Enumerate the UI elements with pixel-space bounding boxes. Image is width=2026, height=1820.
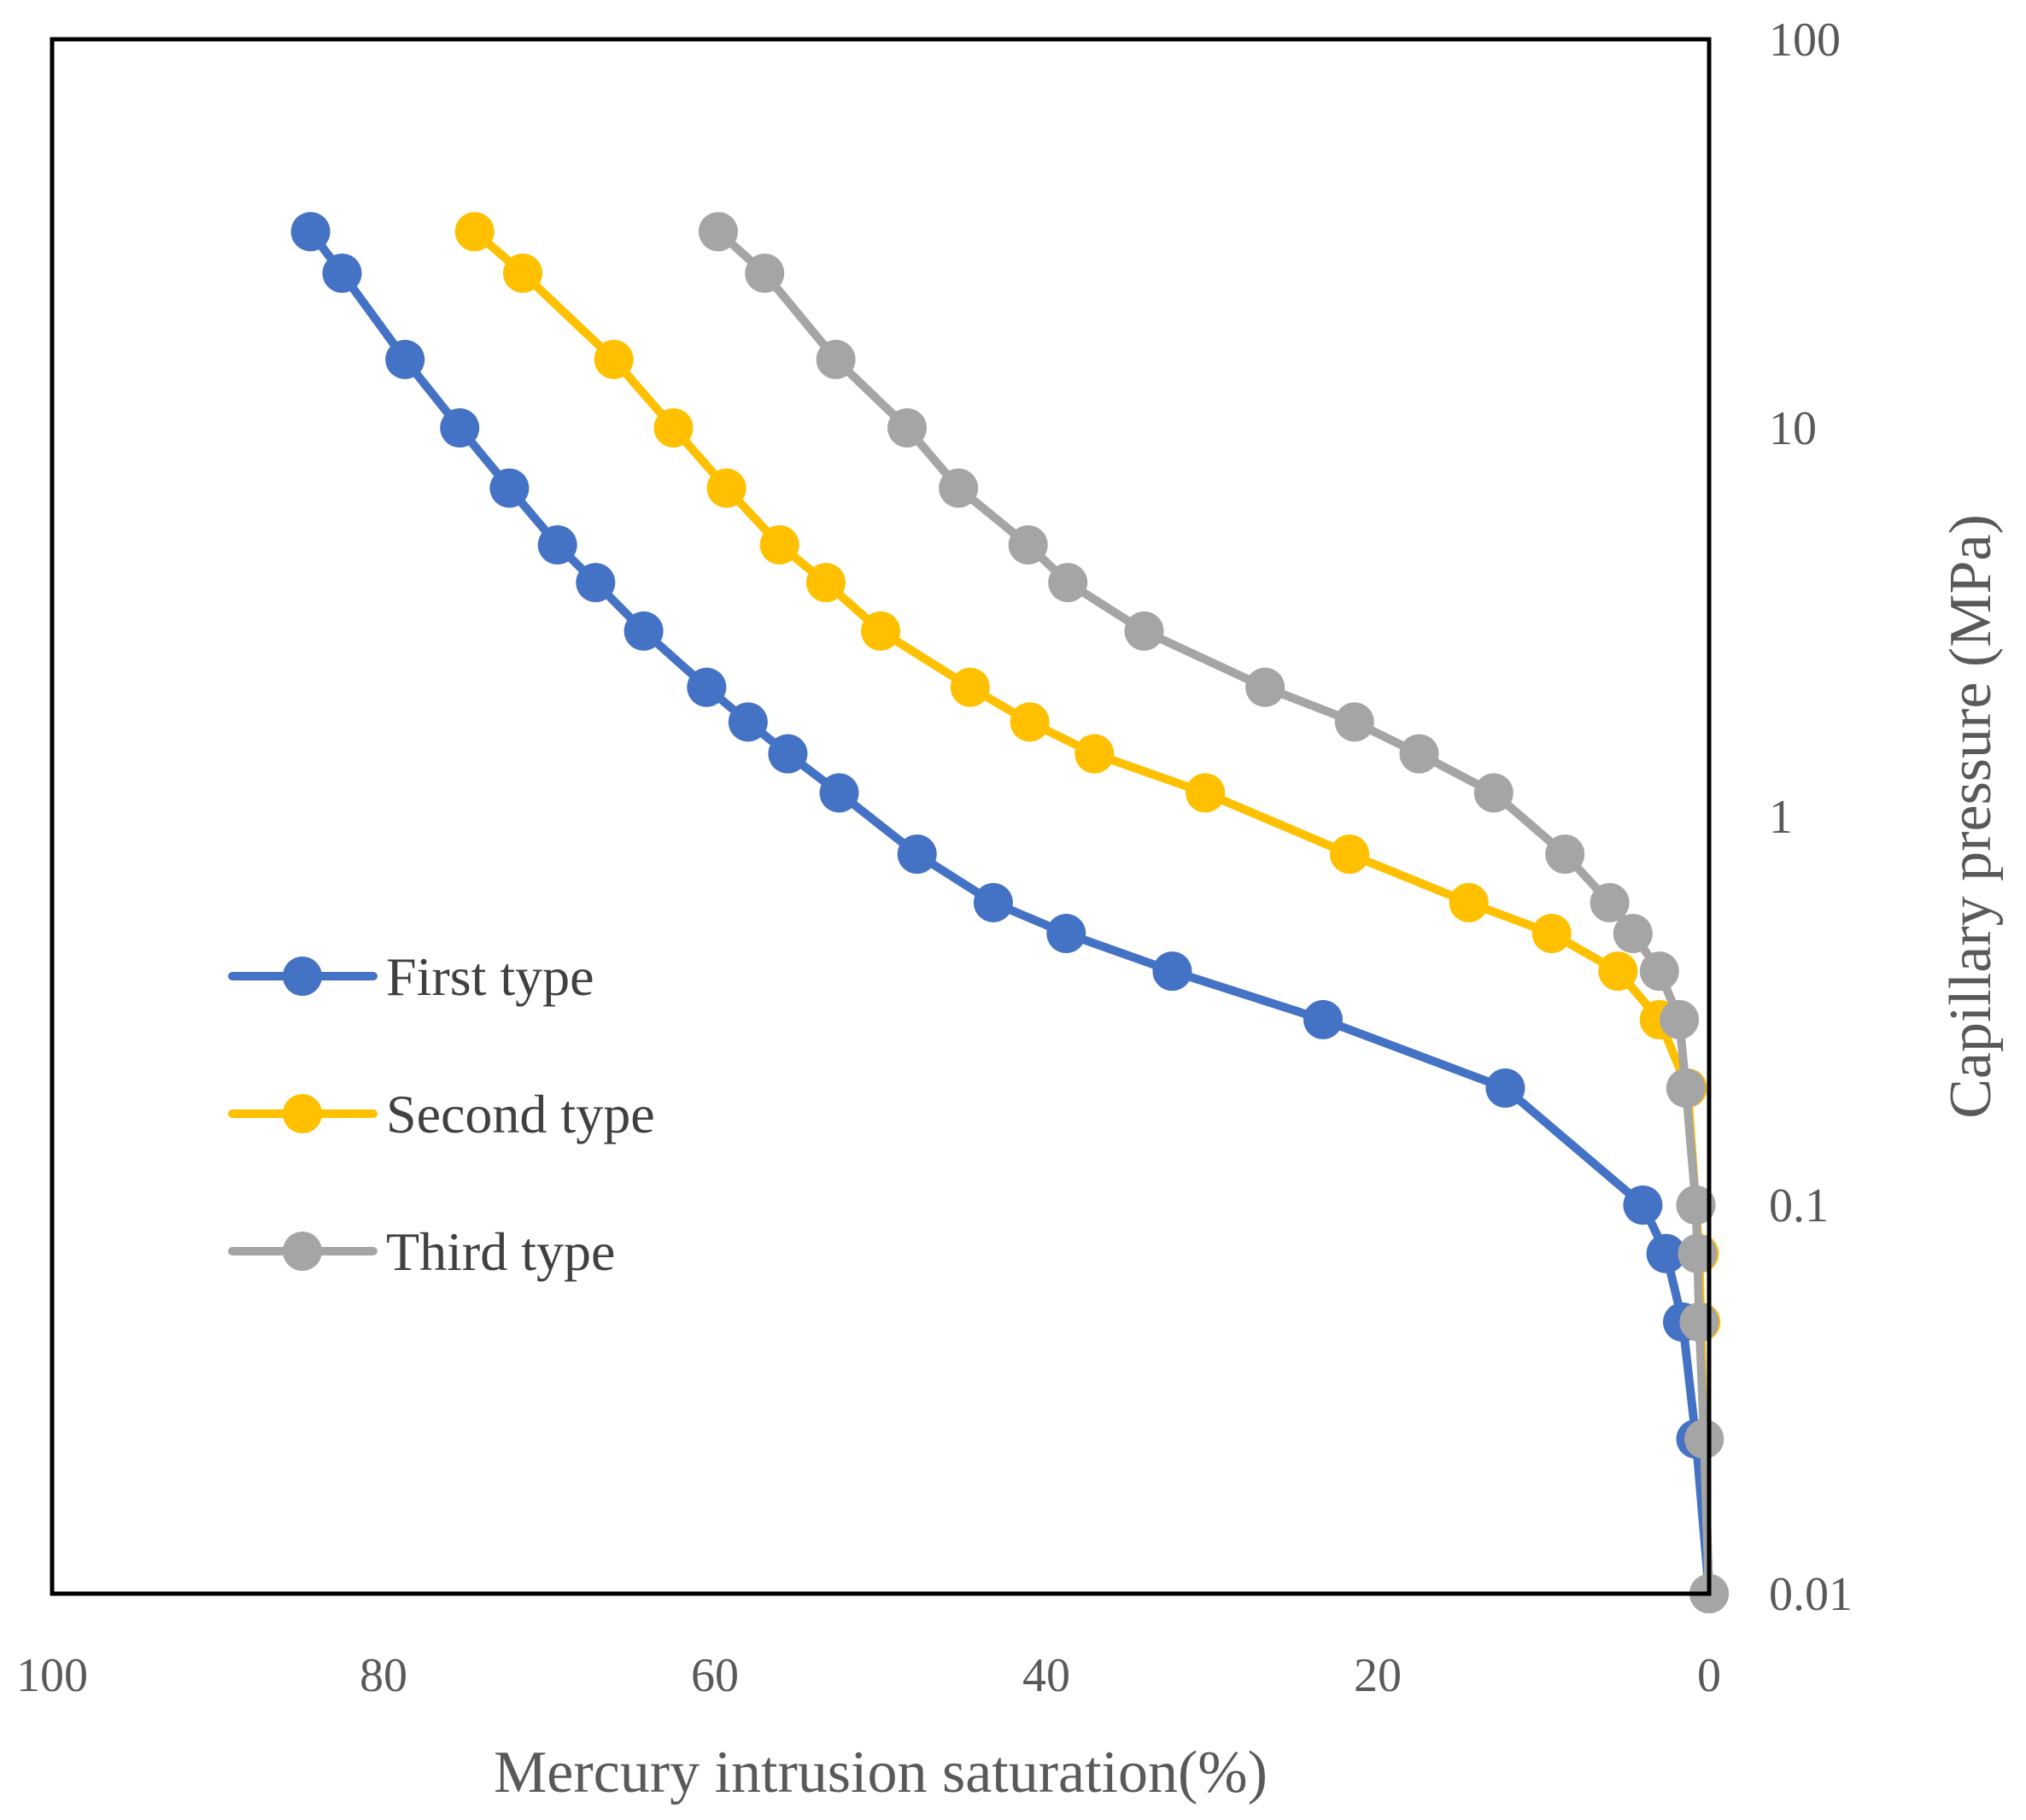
x-tick-label: 20: [1354, 1649, 1402, 1702]
data-point: [1485, 1068, 1525, 1108]
x-axis-title: Mercury intrusion saturation(%): [494, 1740, 1268, 1805]
data-point: [687, 667, 727, 707]
data-point: [1646, 1233, 1686, 1273]
data-point: [1245, 667, 1285, 707]
data-point: [745, 253, 785, 293]
data-point: [440, 408, 480, 448]
data-point: [503, 253, 542, 293]
y-tick-label: 1: [1769, 791, 1793, 844]
data-point: [819, 773, 859, 813]
data-point: [861, 611, 900, 651]
data-point: [322, 253, 362, 293]
y-tick-label: 100: [1769, 14, 1841, 67]
data-point: [385, 339, 425, 379]
data-point: [1330, 834, 1369, 875]
y-tick-label: 0.1: [1769, 1179, 1829, 1232]
data-point: [1623, 1185, 1663, 1225]
data-point: [1449, 882, 1489, 922]
data-point: [887, 408, 927, 448]
y-axis-title: Capillary pressure (MPa): [1938, 514, 2004, 1119]
data-point: [1684, 1419, 1724, 1459]
y-axis-tick-labels: 0.01 0.1 1 10 100: [1769, 14, 1853, 1621]
data-point: [706, 468, 747, 508]
series-line: [713, 227, 1713, 1598]
data-point: [1531, 914, 1572, 953]
data-point: [594, 339, 634, 379]
data-point: [1666, 1068, 1706, 1108]
legend-label: Second type: [386, 1084, 655, 1144]
data-point: [1545, 834, 1585, 875]
series-1: [290, 212, 1729, 1613]
data-point: [653, 408, 694, 448]
legend-item: Second type: [228, 1084, 655, 1144]
data-point: [897, 834, 937, 875]
data-point: [489, 468, 530, 508]
legend-swatch-marker: [283, 1094, 322, 1133]
data-point: [950, 667, 990, 707]
data-point: [537, 525, 577, 565]
x-tick-label: 60: [691, 1649, 739, 1702]
series-2: [454, 212, 1729, 1613]
data-point: [1074, 734, 1115, 774]
x-tick-label: 40: [1022, 1649, 1070, 1702]
y-tick-label: 10: [1769, 402, 1817, 455]
legend: First type Second type Third type: [228, 946, 655, 1282]
data-point: [1660, 999, 1700, 1039]
data-point: [1186, 773, 1226, 813]
data-point: [939, 468, 979, 508]
legend-swatch-marker: [283, 957, 322, 996]
data-point: [624, 611, 664, 651]
data-point: [1399, 734, 1439, 774]
series-3: [698, 212, 1729, 1613]
data-point: [1598, 951, 1638, 992]
legend-label: First type: [386, 946, 594, 1007]
data-point: [1679, 1302, 1719, 1342]
data-point: [1152, 951, 1192, 992]
legend-label: Third type: [386, 1221, 615, 1282]
data-point: [1473, 773, 1514, 813]
data-point: [454, 212, 495, 252]
data-point: [728, 702, 768, 742]
data-point: [1048, 563, 1088, 603]
data-point: [1124, 611, 1164, 651]
data-point: [1590, 882, 1630, 922]
x-tick-label: 0: [1697, 1649, 1721, 1702]
x-axis-tick-labels: 100 80 60 40 20 0: [16, 1649, 1721, 1702]
data-point: [759, 525, 799, 565]
data-point: [1639, 951, 1679, 992]
data-point: [1008, 525, 1048, 565]
data-point: [973, 882, 1013, 922]
data-point: [1046, 914, 1086, 953]
x-tick-label: 80: [360, 1649, 407, 1702]
legend-swatch-marker: [283, 1232, 322, 1271]
series-layer: [290, 212, 1729, 1613]
data-point: [816, 339, 856, 379]
data-point: [576, 563, 616, 603]
data-point: [1303, 999, 1343, 1039]
x-tick-label: 100: [16, 1649, 88, 1702]
data-point: [1334, 702, 1374, 742]
data-point: [290, 212, 331, 252]
data-point: [806, 563, 846, 603]
data-point: [1010, 702, 1050, 742]
plot-area-frame: [50, 37, 1712, 1596]
data-point: [768, 734, 808, 774]
data-point: [1676, 1185, 1716, 1225]
legend-item: First type: [228, 946, 594, 1007]
data-point: [1613, 914, 1653, 953]
y-tick-label: 0.01: [1769, 1568, 1853, 1621]
legend-item: Third type: [228, 1221, 615, 1282]
data-point: [698, 212, 738, 252]
